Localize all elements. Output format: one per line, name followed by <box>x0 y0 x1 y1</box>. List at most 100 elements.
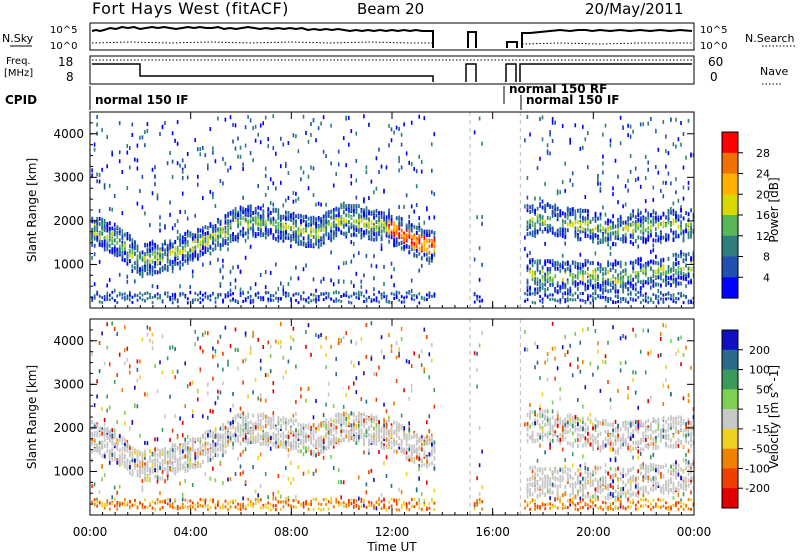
band-cell <box>257 215 260 220</box>
band-cell <box>106 242 109 247</box>
band-cell <box>599 284 602 288</box>
scatter-cell <box>524 204 526 209</box>
ground-cell <box>622 296 625 300</box>
band-cell <box>297 430 300 435</box>
band-cell <box>118 462 121 467</box>
band-cell <box>259 233 262 238</box>
ground-cell <box>214 300 217 304</box>
scatter-cell <box>126 439 129 444</box>
scatter-cell <box>604 123 607 128</box>
band-cell <box>337 213 340 218</box>
band-cell <box>295 233 297 238</box>
ground-cell <box>287 292 290 296</box>
band-cell <box>353 204 355 209</box>
band-cell <box>280 235 282 240</box>
scatter-cell <box>272 114 275 119</box>
ground-cell <box>554 298 557 302</box>
band-cell <box>342 231 345 236</box>
band-cell <box>259 413 262 418</box>
band-cell <box>393 221 396 226</box>
band-cell <box>614 230 617 235</box>
band-cell <box>554 261 557 265</box>
band-cell <box>415 225 418 230</box>
band-cell <box>579 267 582 271</box>
band-cell <box>579 210 582 214</box>
scatter-cell <box>337 279 340 284</box>
band-cell <box>249 429 252 434</box>
band-cell <box>290 430 292 435</box>
band-cell <box>546 287 549 291</box>
band-cell <box>420 246 423 251</box>
ground-cell <box>534 290 536 294</box>
band-cell <box>124 232 126 237</box>
band-cell <box>665 237 667 242</box>
band-cell <box>202 233 204 238</box>
band-cell <box>169 239 172 244</box>
scatter-cell <box>126 150 129 155</box>
ground-cell <box>297 301 300 305</box>
band-cell <box>642 223 645 228</box>
ground-cell <box>214 503 217 507</box>
ground-cell <box>647 300 650 304</box>
band-cell <box>189 465 192 470</box>
band-cell <box>134 464 136 469</box>
scatter-cell <box>287 359 290 364</box>
band-cell <box>566 288 569 293</box>
ground-cell <box>254 501 257 505</box>
band-cell <box>609 219 612 224</box>
scatter-cell <box>592 295 594 300</box>
scatter-cell <box>687 180 690 185</box>
band-cell <box>582 275 584 280</box>
scatter-cell <box>113 428 116 433</box>
ground-cell <box>267 297 270 301</box>
scatter-cell <box>637 208 639 213</box>
ground-cell <box>592 298 594 302</box>
ground-cell <box>159 500 161 504</box>
band-cell <box>423 252 426 257</box>
band-cell <box>280 418 282 423</box>
ground-cell <box>652 301 655 304</box>
band-cell <box>657 217 660 222</box>
band-cell <box>234 214 237 219</box>
band-cell <box>209 432 212 437</box>
band-cell <box>541 277 544 282</box>
band-cell <box>191 443 194 448</box>
band-cell <box>184 461 187 466</box>
ground-cell <box>249 503 252 507</box>
ground-cell <box>242 290 245 294</box>
band-cell <box>647 226 650 231</box>
band-cell <box>561 265 564 270</box>
scatter-cell <box>239 154 242 159</box>
ground-cell <box>602 291 604 295</box>
scatter-cell <box>355 195 358 200</box>
band-cell <box>526 265 529 270</box>
band-cell <box>420 232 423 237</box>
scatter-cell <box>275 186 277 191</box>
ground-cell <box>285 294 287 298</box>
band-cell <box>322 227 325 232</box>
band-cell <box>534 222 536 226</box>
ground-cell <box>473 292 476 296</box>
band-cell <box>234 427 237 432</box>
ground-cell <box>297 292 300 296</box>
ground-cell <box>267 501 270 505</box>
band-cell <box>227 443 229 447</box>
band-cell <box>249 440 252 445</box>
band-cell <box>597 277 599 281</box>
band-cell <box>159 256 161 261</box>
scatter-cell <box>418 114 420 119</box>
band-cell <box>672 273 675 278</box>
band-cell <box>280 433 282 438</box>
ground-cell <box>98 300 101 304</box>
band-cell <box>609 288 612 293</box>
ground-cell <box>307 301 310 304</box>
band-cell <box>378 215 380 220</box>
band-cell <box>121 457 124 462</box>
band-cell <box>549 282 552 287</box>
band-cell <box>106 428 109 433</box>
band-cell <box>410 223 413 228</box>
band-cell <box>254 440 257 444</box>
band-cell <box>121 250 124 255</box>
ground-cell <box>171 502 174 506</box>
scatter-cell <box>655 238 657 243</box>
